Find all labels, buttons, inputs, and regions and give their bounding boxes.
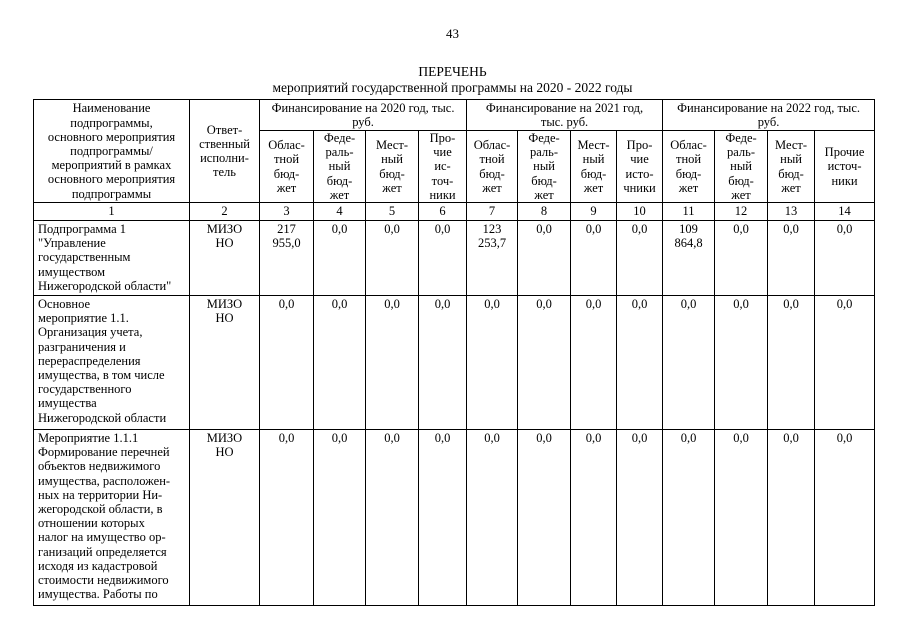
header-other-sources-2020: Про- чие ис- точ- ники (417, 129, 468, 204)
page-number: 43 (446, 26, 459, 41)
column-number: 5 (365, 202, 419, 222)
cell-value: 0,0 (714, 429, 769, 607)
table-header: Наименование подпрограммы, основного мер… (33, 98, 876, 222)
cell-value: 0,0 (767, 429, 816, 607)
cell-value: 0,0 (313, 295, 366, 431)
cell-value: 0,0 (365, 295, 419, 431)
cell-value: 217 955,0 (259, 220, 314, 297)
document-page: 43 ПЕРЕЧЕНЬ мероприятий государственной … (33, 26, 876, 607)
document-title: ПЕРЕЧЕНЬ (418, 64, 487, 79)
cell-value: 0,0 (570, 295, 618, 431)
column-number: 13 (767, 202, 816, 222)
cell-value: 0,0 (662, 295, 716, 431)
column-number: 6 (417, 202, 468, 222)
header-federal-budget-2021: Феде- раль- ный бюд- жет (517, 129, 572, 204)
cell-value: 0,0 (417, 429, 468, 607)
cell-value: 0,0 (616, 295, 664, 431)
cell-value: 0,0 (417, 295, 468, 431)
table-row: Мероприятие 1.1.1 Формирование перечней … (33, 429, 876, 607)
cell-value: 0,0 (466, 295, 519, 431)
header-oblast-budget-2022: Облас- тной бюд- жет (662, 129, 716, 204)
header-oblast-budget-2021: Облас- тной бюд- жет (466, 129, 519, 204)
cell-value: 0,0 (365, 429, 419, 607)
header-local-budget-2021: Мест- ный бюд- жет (570, 129, 618, 204)
cell-value: 0,0 (662, 429, 716, 607)
cell-value: 0,0 (616, 429, 664, 607)
column-numbers-row: 1 2 3 4 5 6 7 8 9 10 11 12 13 14 (33, 202, 876, 222)
cell-value: 0,0 (365, 220, 419, 297)
cell-value: 0,0 (313, 220, 366, 297)
cell-executor: МИЗО НО (189, 220, 260, 297)
column-number: 11 (662, 202, 716, 222)
cell-value: 0,0 (814, 295, 876, 431)
column-number: 7 (466, 202, 519, 222)
cell-value: 0,0 (517, 295, 572, 431)
cell-program-name: Подпрограмма 1 "Управление государственн… (33, 220, 190, 297)
cell-value: 0,0 (259, 295, 314, 431)
cell-executor: МИЗО НО (189, 429, 260, 607)
cell-value: 109 864,8 (662, 220, 716, 297)
header-other-sources-2021: Про- чие исто- чники (616, 129, 664, 204)
column-number: 3 (259, 202, 314, 222)
cell-value: 0,0 (767, 295, 816, 431)
header-federal-budget-2020: Феде- раль- ный бюд- жет (313, 129, 366, 204)
column-number: 1 (33, 202, 190, 222)
cell-value: 0,0 (313, 429, 366, 607)
cell-value: 0,0 (570, 220, 618, 297)
cell-value: 123 253,7 (466, 220, 519, 297)
column-number: 12 (714, 202, 769, 222)
header-other-sources-2022: Прочие источ- ники (814, 129, 876, 204)
header-finance-2020: Финансирование на 2020 год, тыс. руб. (258, 99, 468, 131)
cell-value: 0,0 (570, 429, 618, 607)
cell-value: 0,0 (714, 295, 769, 431)
cell-value: 0,0 (714, 220, 769, 297)
header-finance-2021: Финансирование на 2021 год, тыс. руб. (466, 99, 664, 131)
header-local-budget-2022: Мест- ный бюд- жет (767, 129, 816, 204)
header-oblast-budget-2020: Облас- тной бюд- жет (259, 129, 314, 204)
header-name-column: Наименование подпрограммы, основного мер… (33, 98, 190, 204)
header-leaf-row: Облас- тной бюд- жет Феде- раль- ный бюд… (34, 129, 876, 204)
cell-value: 0,0 (616, 220, 664, 297)
cell-value: 0,0 (517, 429, 572, 607)
column-number: 4 (313, 202, 366, 222)
column-number: 14 (814, 202, 876, 222)
column-number: 9 (570, 202, 618, 222)
cell-value: 0,0 (466, 429, 519, 607)
table-body: Подпрограмма 1 "Управление государственн… (33, 220, 876, 607)
header-federal-budget-2022: Феде- раль- ный бюд- жет (714, 129, 769, 204)
header-group-row: Наименование подпрограммы, основного мер… (33, 98, 876, 204)
header-finance-2022: Финансирование на 2022 год, тыс. руб. (662, 99, 876, 131)
cell-value: 0,0 (259, 429, 314, 607)
header-executor-column: Ответ- ственный исполни- тель (189, 98, 260, 204)
column-number: 10 (616, 202, 664, 222)
cell-executor: МИЗО НО (189, 295, 260, 431)
table-row: Подпрограмма 1 "Управление государственн… (33, 220, 876, 297)
header-local-budget-2020: Мест- ный бюд- жет (365, 129, 419, 204)
cell-value: 0,0 (814, 220, 876, 297)
cell-value: 0,0 (814, 429, 876, 607)
cell-value: 0,0 (767, 220, 816, 297)
column-number: 2 (189, 202, 260, 222)
cell-value: 0,0 (417, 220, 468, 297)
program-financing-table: Наименование подпрограммы, основного мер… (33, 98, 876, 607)
cell-program-name: Основное мероприятие 1.1. Организация уч… (33, 295, 190, 431)
document-subtitle: мероприятий государственной программы на… (272, 80, 633, 95)
table-row: Основное мероприятие 1.1. Организация уч… (33, 295, 876, 431)
cell-program-name: Мероприятие 1.1.1 Формирование перечней … (33, 429, 190, 607)
cell-value: 0,0 (517, 220, 572, 297)
column-number: 8 (517, 202, 572, 222)
